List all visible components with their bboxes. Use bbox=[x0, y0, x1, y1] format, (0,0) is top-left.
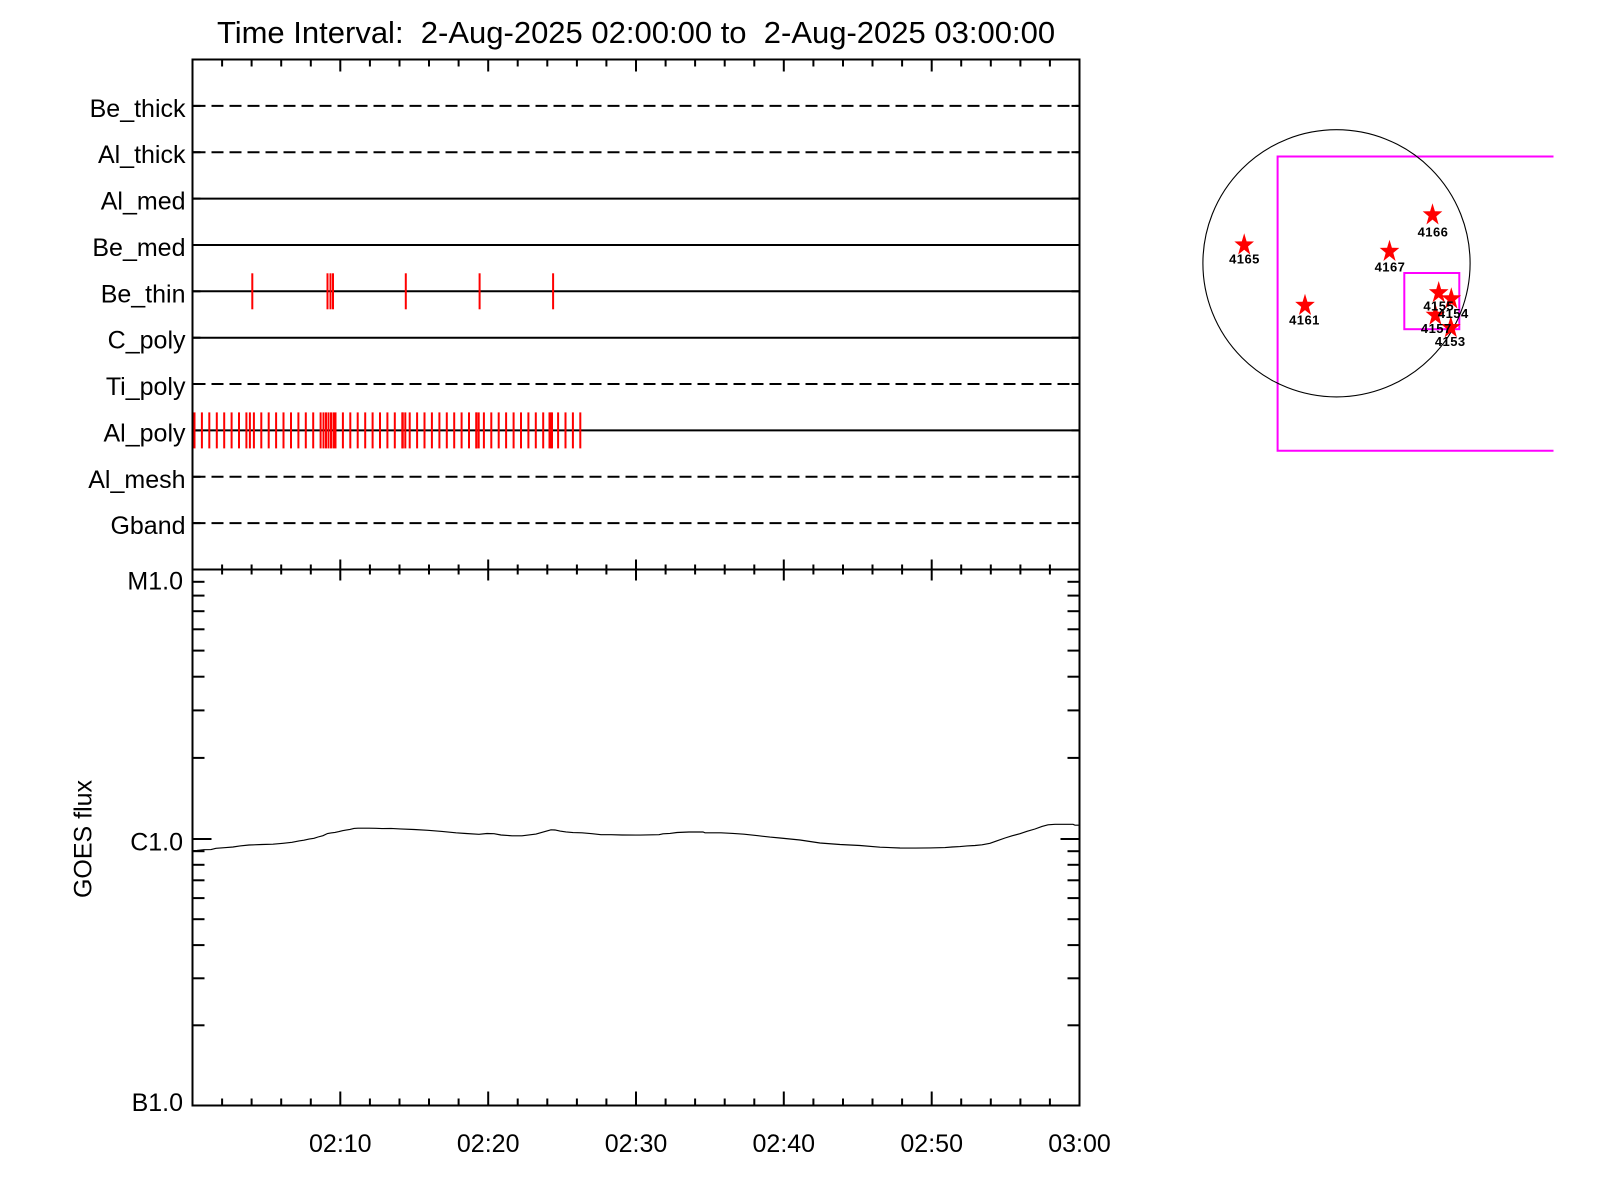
svg-text:GOES flux: GOES flux bbox=[70, 779, 98, 898]
svg-text:Ti_poly: Ti_poly bbox=[106, 373, 186, 401]
svg-text:Al_thick: Al_thick bbox=[98, 141, 186, 169]
svg-text:Time Interval: 2-Aug-2025 02:: Time Interval: 2-Aug-2025 02:00:00 to 2-… bbox=[217, 15, 1055, 50]
svg-text:4165: 4165 bbox=[1229, 251, 1260, 266]
svg-text:Be_med: Be_med bbox=[92, 234, 185, 262]
svg-text:4153: 4153 bbox=[1435, 334, 1466, 349]
svg-text:Al_poly: Al_poly bbox=[104, 419, 186, 447]
svg-text:4155: 4155 bbox=[1423, 299, 1454, 314]
svg-text:M1.0: M1.0 bbox=[127, 568, 183, 596]
svg-text:Al_mesh: Al_mesh bbox=[88, 466, 185, 494]
svg-text:03:00: 03:00 bbox=[1048, 1130, 1111, 1158]
svg-text:02:40: 02:40 bbox=[753, 1130, 816, 1158]
svg-text:02:30: 02:30 bbox=[605, 1130, 668, 1158]
svg-text:B1.0: B1.0 bbox=[132, 1089, 183, 1117]
svg-text:Al_med: Al_med bbox=[101, 188, 186, 216]
svg-text:C1.0: C1.0 bbox=[130, 829, 183, 857]
svg-text:Be_thin: Be_thin bbox=[101, 280, 186, 308]
svg-text:02:50: 02:50 bbox=[900, 1130, 963, 1158]
svg-text:4161: 4161 bbox=[1289, 313, 1320, 328]
svg-text:02:20: 02:20 bbox=[457, 1130, 520, 1158]
svg-text:Be_thick: Be_thick bbox=[90, 95, 186, 123]
svg-text:4167: 4167 bbox=[1375, 259, 1406, 274]
svg-text:4157: 4157 bbox=[1421, 321, 1452, 336]
svg-text:Gband: Gband bbox=[110, 512, 185, 540]
svg-text:C_poly: C_poly bbox=[108, 327, 186, 355]
svg-text:4166: 4166 bbox=[1418, 224, 1449, 239]
svg-text:02:10: 02:10 bbox=[309, 1130, 372, 1158]
svg-text:4154: 4154 bbox=[1438, 306, 1469, 321]
